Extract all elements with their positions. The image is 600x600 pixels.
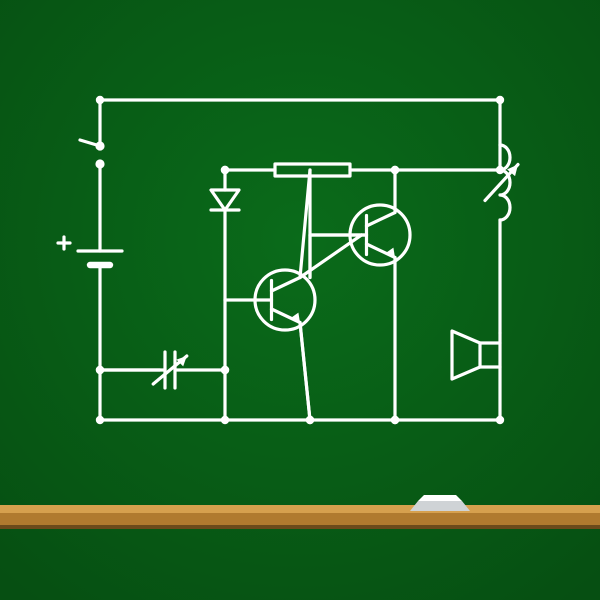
chalk-tray: [0, 505, 600, 545]
chalkboard-scene: [0, 0, 600, 600]
chalk-stick: [410, 495, 480, 517]
